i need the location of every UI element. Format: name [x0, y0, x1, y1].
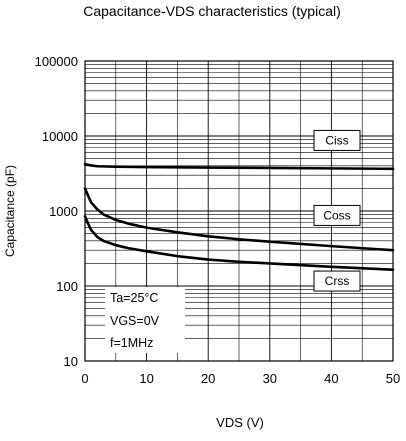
- plot-frame: [84, 60, 394, 362]
- condition-frequency: f=1MHz: [110, 336, 153, 350]
- series-label-box-crss: [313, 270, 361, 292]
- y-tick-label: 100: [56, 279, 78, 294]
- x-tick-label: 0: [81, 371, 88, 386]
- series-label-box-coss: [313, 204, 361, 226]
- series-label-crss: Crss: [325, 274, 350, 288]
- series-lines: [83, 162, 395, 271]
- x-tick-label: 20: [201, 371, 215, 386]
- conditions-background: [105, 287, 185, 353]
- x-tick-label: 40: [324, 371, 338, 386]
- series-label-ciss: Ciss: [325, 133, 348, 147]
- series-line-coss: [83, 187, 395, 252]
- y-tick-label: 100000: [35, 54, 78, 69]
- condition-vgs: VGS=0V: [110, 314, 160, 328]
- conditions-box: Ta=25°C VGS=0V f=1MHz: [105, 287, 185, 353]
- x-tick-label: 10: [139, 371, 153, 386]
- series-label-coss: Coss: [323, 208, 350, 222]
- series-label-boxes: Ciss Coss Crss: [313, 129, 361, 292]
- x-axis-label: VDS (V): [216, 415, 264, 430]
- y-tick-label: 10: [64, 354, 78, 369]
- series-line-crss: [83, 214, 395, 271]
- x-tick-label: 50: [386, 371, 400, 386]
- series-line-ciss: [83, 162, 395, 171]
- y-axis-label: Capacitance (pF): [3, 165, 17, 257]
- y-tick-label: 1000: [49, 204, 78, 219]
- y-tick-label: 10000: [42, 129, 78, 144]
- series-label-box-ciss: [313, 129, 361, 151]
- condition-temperature: Ta=25°C: [110, 291, 158, 305]
- x-tick-label: 30: [263, 371, 277, 386]
- chart-title: Capacitance-VDS characteristics (typical…: [83, 3, 341, 19]
